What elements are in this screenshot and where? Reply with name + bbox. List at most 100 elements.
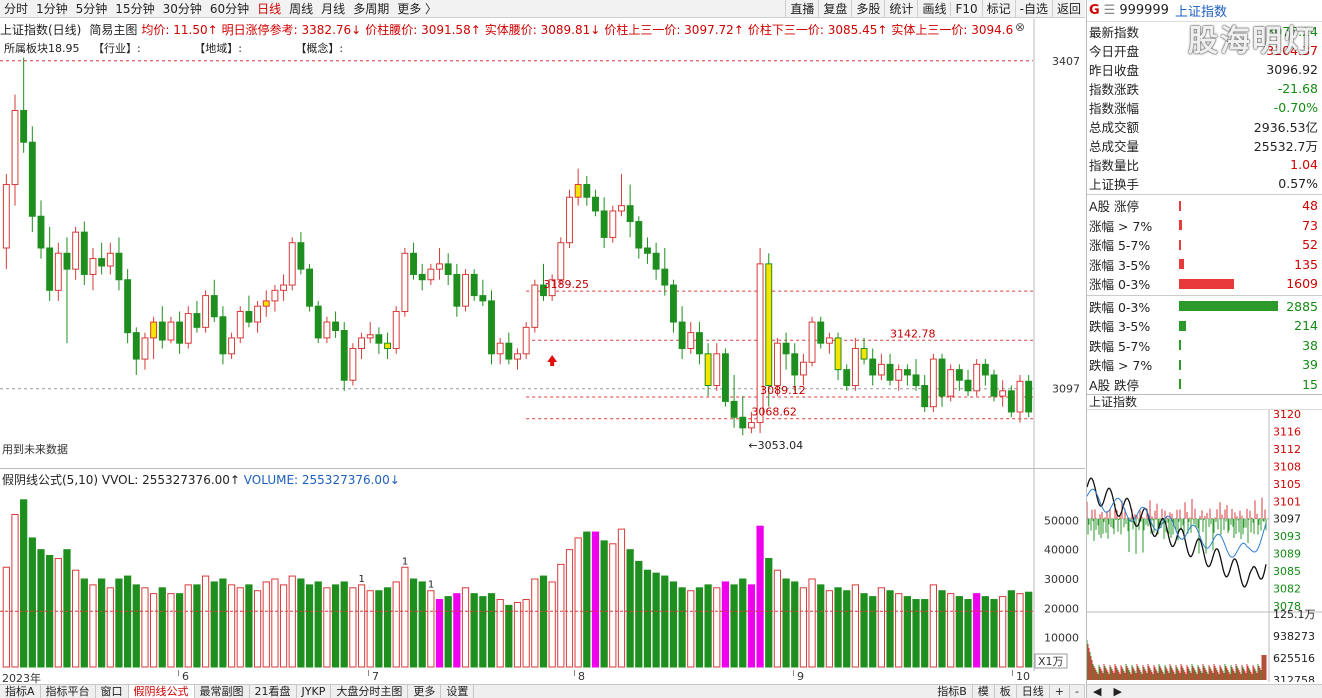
volume-bar[interactable] — [652, 572, 660, 668]
volume-bar[interactable] — [1016, 593, 1024, 668]
candlestick-chart[interactable]: 3407 3097 3189.25 3142.78 3089.12 3068.62 ←305… — [0, 19, 1085, 468]
candle[interactable] — [505, 332, 513, 365]
volume-bar[interactable] — [201, 575, 210, 668]
volume-bar[interactable] — [600, 540, 608, 668]
volume-bar[interactable] — [227, 584, 236, 668]
distribution-row[interactable]: 跌幅 0-3% 2885 — [1087, 297, 1322, 317]
industry-tag[interactable]: 【行业】: — [93, 42, 141, 55]
candle[interactable] — [652, 242, 660, 280]
candle[interactable] — [150, 316, 158, 360]
timeframe-tab-6[interactable]: 日线 — [257, 2, 282, 16]
volume-bar[interactable] — [63, 549, 71, 668]
candle[interactable] — [765, 253, 773, 407]
volume-bar[interactable] — [929, 584, 937, 668]
candle[interactable] — [37, 200, 45, 259]
candle[interactable] — [739, 396, 747, 436]
volume-bar[interactable] — [557, 563, 565, 668]
volume-bar[interactable] — [973, 593, 981, 668]
distribution-row[interactable]: 跌幅 > 7% 39 — [1087, 355, 1322, 375]
volume-bar[interactable] — [574, 537, 582, 668]
volume-bar[interactable] — [713, 587, 721, 668]
candle[interactable] — [288, 237, 296, 291]
candle[interactable] — [557, 237, 565, 286]
candle[interactable] — [306, 263, 314, 312]
volume-bar[interactable] — [444, 596, 452, 668]
toolbar-button-2[interactable]: 多股 — [851, 0, 884, 17]
candle[interactable] — [375, 327, 383, 354]
volume-bar[interactable] — [903, 596, 911, 668]
candle[interactable] — [548, 274, 556, 301]
candle[interactable] — [54, 242, 62, 301]
candle[interactable] — [540, 263, 547, 301]
candle[interactable] — [444, 253, 452, 286]
volume-bar[interactable] — [2, 566, 10, 668]
volume-bar[interactable] — [583, 531, 591, 668]
candle[interactable] — [929, 353, 937, 412]
candle[interactable] — [479, 279, 487, 307]
candle[interactable] — [921, 374, 929, 412]
volume-bar[interactable] — [539, 575, 548, 668]
candle[interactable] — [592, 189, 599, 217]
volume-bar[interactable] — [817, 584, 825, 668]
candle[interactable] — [141, 332, 149, 370]
volume-bar[interactable] — [28, 537, 36, 668]
candle[interactable] — [132, 327, 140, 375]
menu-icon[interactable]: ☰ — [1103, 3, 1116, 18]
intraday-mini-chart[interactable]: 3120 3116 3112 3108 3105 3101 3097 3093 3089 3085… — [1087, 410, 1322, 682]
volume-bar[interactable] — [617, 528, 626, 668]
vol-formula-name[interactable]: 假阴线公式(5,10) — [2, 473, 99, 487]
candle[interactable] — [176, 311, 184, 354]
candle[interactable] — [670, 279, 677, 333]
candle[interactable] — [392, 306, 400, 354]
candle[interactable] — [297, 232, 305, 275]
timeframe-tab-0[interactable]: 分时 — [4, 2, 29, 16]
candle[interactable] — [401, 248, 409, 317]
volume-bar[interactable] — [695, 587, 704, 668]
timeframe-tab-1[interactable]: 1分钟 — [36, 2, 68, 16]
volume-bar[interactable] — [730, 584, 738, 668]
candle[interactable] — [11, 94, 19, 206]
area-tag[interactable]: 【地域】: — [194, 42, 242, 55]
volume-bar[interactable] — [271, 578, 279, 668]
candle[interactable] — [782, 332, 790, 370]
toolbar-button-1[interactable]: 复盘 — [818, 0, 851, 17]
toolbar-button-5[interactable]: F10 — [950, 1, 981, 16]
candle[interactable] — [210, 279, 218, 323]
volume-bar[interactable] — [869, 596, 877, 668]
candle[interactable] — [245, 295, 253, 328]
volume-bar[interactable] — [782, 578, 790, 668]
toolbar-button-7[interactable]: -自选 — [1014, 0, 1052, 17]
volume-bar[interactable] — [834, 587, 842, 668]
toolbar-button-0[interactable]: 直播 — [785, 0, 818, 17]
volume-bar[interactable] — [565, 549, 574, 668]
bottom-right-tab-5[interactable]: - — [1070, 685, 1085, 698]
volume-bar[interactable] — [366, 590, 374, 668]
volume-bar[interactable] — [98, 578, 106, 668]
volume-bar[interactable] — [635, 560, 643, 668]
distribution-row[interactable]: 涨幅 > 7% 73 — [1087, 216, 1322, 236]
candle[interactable] — [271, 285, 279, 312]
volume-bar[interactable] — [427, 590, 435, 668]
volume-bar[interactable] — [531, 578, 539, 668]
candle[interactable] — [609, 205, 617, 243]
volume-bar[interactable] — [279, 584, 288, 668]
candle[interactable] — [340, 322, 348, 391]
volume-bar[interactable] — [669, 581, 678, 668]
candle[interactable] — [349, 343, 357, 386]
volume-bar[interactable] — [435, 599, 444, 668]
bottom-right-tab-1[interactable]: 模 — [973, 685, 995, 698]
volume-bar[interactable] — [210, 581, 218, 668]
volume-bar[interactable] — [167, 593, 175, 668]
candle[interactable] — [730, 374, 738, 428]
volume-bar[interactable] — [955, 596, 963, 668]
volume-bar[interactable] — [175, 593, 184, 668]
candle[interactable] — [964, 369, 972, 397]
distribution-row[interactable]: 涨幅 0-3% 1609 — [1087, 274, 1322, 294]
volume-bar[interactable] — [132, 584, 140, 668]
volume-bar[interactable] — [453, 593, 461, 668]
volume-bar[interactable] — [591, 531, 600, 668]
volume-bar[interactable] — [496, 599, 504, 668]
candle[interactable] — [938, 353, 946, 407]
candle[interactable] — [877, 353, 885, 381]
volume-bar[interactable] — [921, 599, 929, 668]
